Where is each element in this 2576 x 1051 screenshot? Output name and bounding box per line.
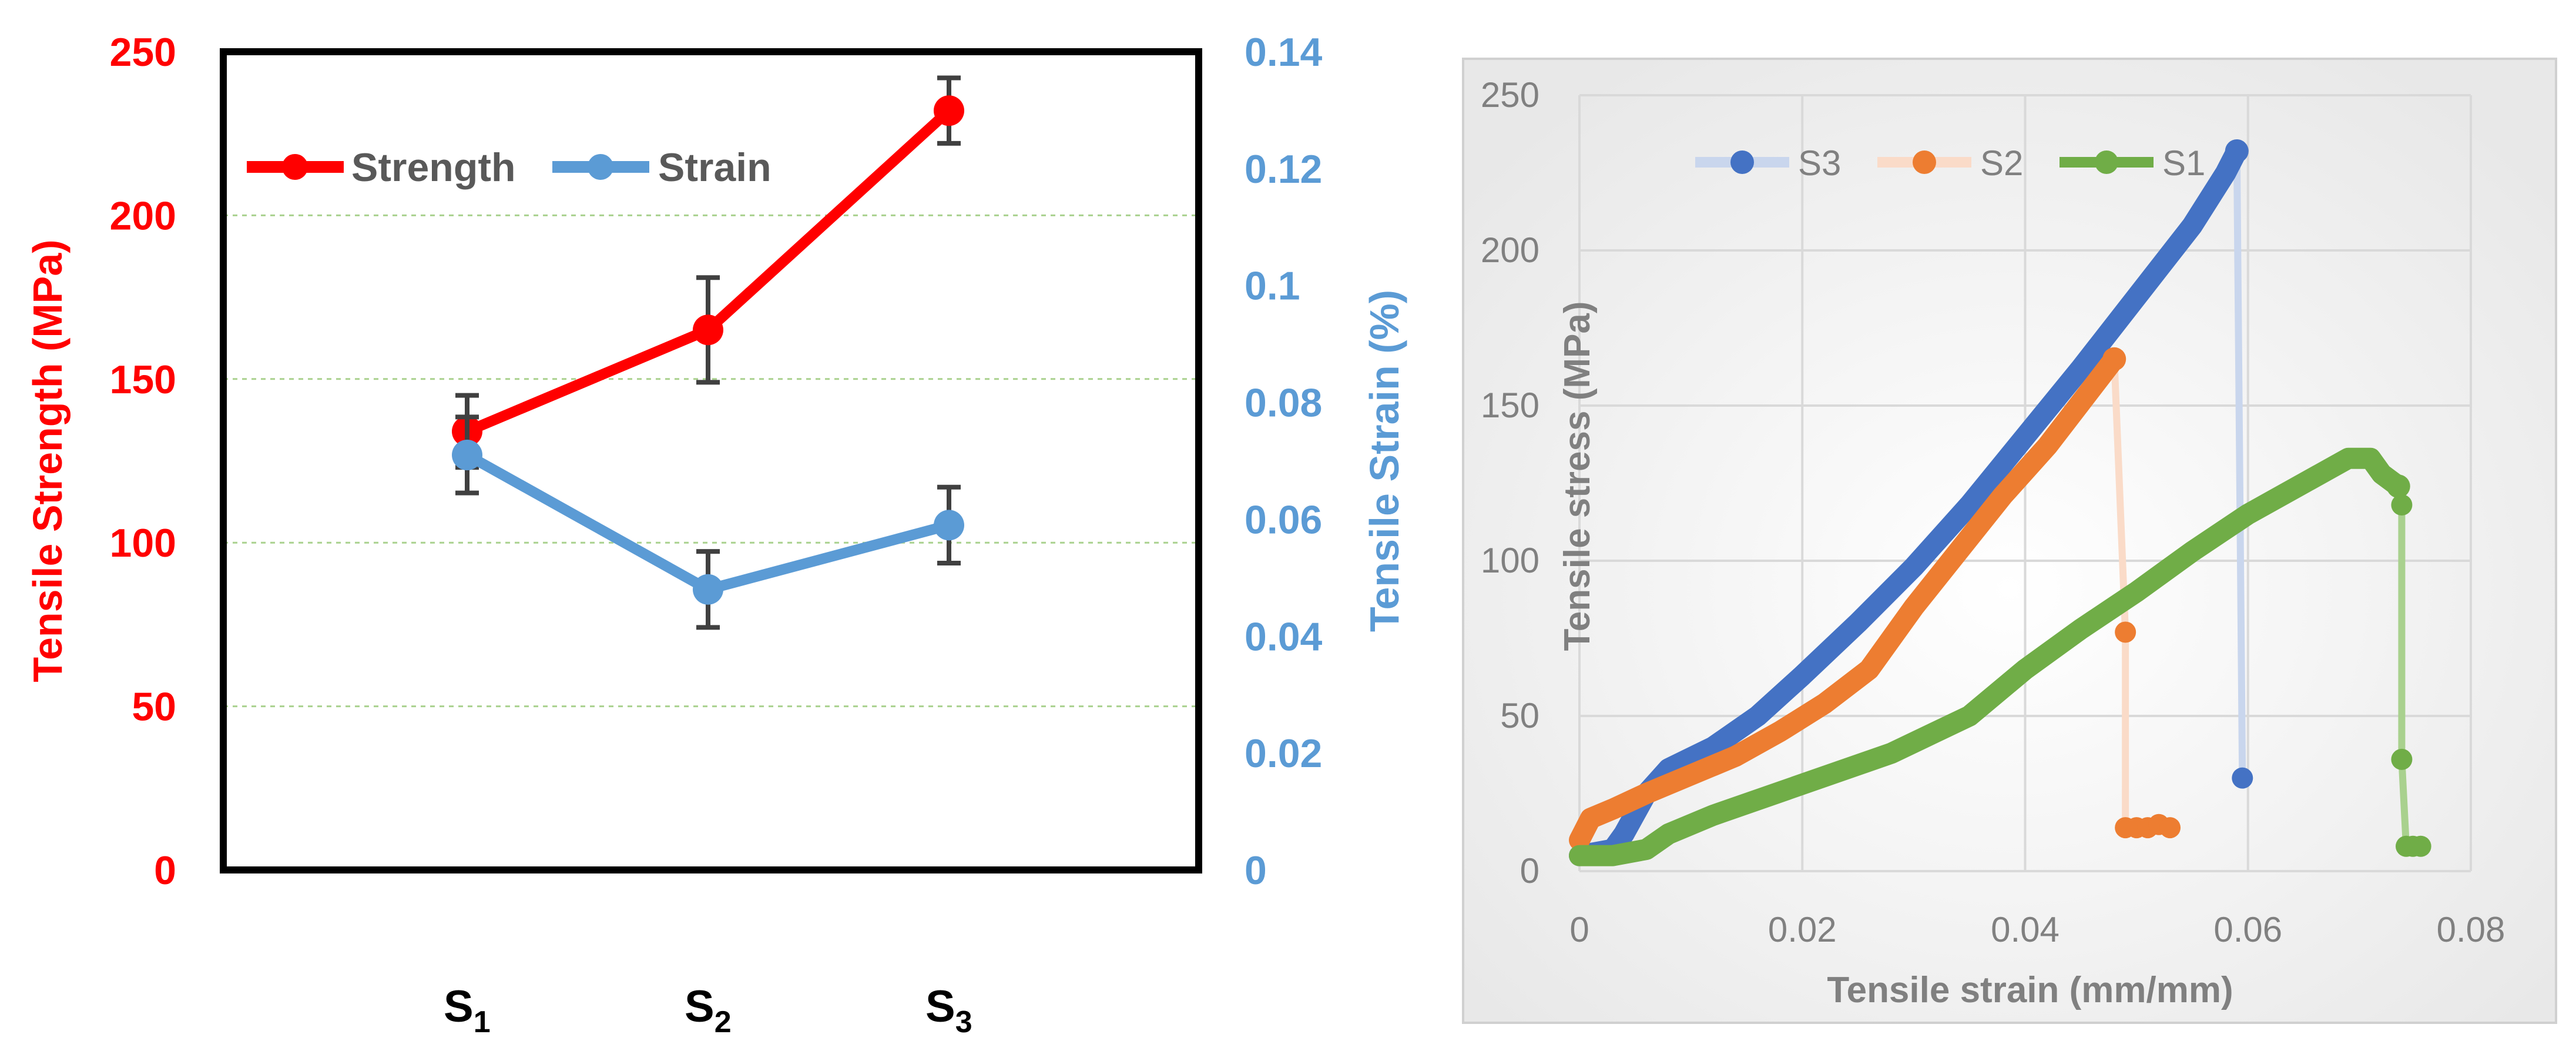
x-tick-label: 0.04 (1991, 910, 2060, 949)
left-y-tick-label: 0 (154, 848, 176, 893)
right-y-tick-label: 0.08 (1245, 381, 1322, 426)
data-point-s1 (2391, 494, 2413, 516)
left-y-axis-label: Tensile Strength (MPa) (25, 239, 71, 682)
plot-frame (220, 48, 1202, 873)
legend-label-strain: Strain (658, 145, 772, 190)
y-tick-label: 50 (1500, 696, 1539, 735)
legend-item-strain: Strain (552, 145, 772, 190)
y-tick-label: 0 (1520, 851, 1539, 891)
data-point-s3 (2232, 767, 2253, 789)
right-y-tick-label: 0.14 (1245, 30, 1323, 75)
legend: S3 S2 S1 (1695, 143, 2205, 183)
right-y-tick-label: 0.06 (1245, 497, 1322, 542)
left-y-tick-label: 200 (110, 193, 176, 238)
fracture-line-s3 (2233, 150, 2246, 778)
legend-marker-s2 (1913, 150, 1936, 174)
series-line-s2 (1569, 348, 2125, 851)
y-tick-label: 200 (1481, 230, 1539, 270)
legend-item-s1: S1 (2060, 143, 2205, 183)
right-y-tick-label: 0.02 (1245, 731, 1322, 776)
left-y-tick-label: 50 (132, 685, 176, 729)
legend-marker-strength (282, 154, 308, 180)
legend-marker-strain (588, 154, 613, 180)
data-point-s1 (2410, 835, 2431, 857)
legend: Strength Strain (247, 145, 772, 190)
right-y-tick-label: 0.1 (1245, 264, 1300, 309)
data-point-strength (934, 95, 964, 126)
data-point-strain (934, 510, 964, 541)
right-y-tick-label: 0.12 (1245, 147, 1322, 192)
chart-area-background (1462, 58, 2557, 1024)
legend-label-s3: S3 (1798, 143, 1841, 183)
x-axis-title: Tensile strain (mm/mm) (1827, 970, 2233, 1010)
x-tick-label: 0.02 (1768, 910, 1837, 949)
data-point-s2 (2102, 347, 2126, 371)
data-point-s2 (2115, 621, 2136, 643)
legend-label-s1: S1 (2162, 143, 2205, 183)
category-label: S1 (444, 982, 491, 1039)
legend-label-s2: S2 (1980, 143, 2023, 183)
legend-label-strength: Strength (351, 145, 516, 190)
stress-strain-chart: 0 0.02 0.04 0.06 0.08 0 50 100 150 200 250 Tensil… (1462, 58, 2557, 1024)
data-point-s1 (2391, 748, 2413, 770)
y-tick-label: 100 (1481, 541, 1539, 580)
right-y-axis-label: Tensile Strain (%) (1361, 290, 1407, 632)
right-y-tick-label: 0.04 (1245, 614, 1323, 659)
y-axis-title: Tensile stress (MPa) (1557, 302, 1598, 651)
legend-item-s2: S2 (1877, 143, 2023, 183)
x-tick-label: 0.06 (2213, 910, 2282, 949)
y-tick-label: 150 (1481, 386, 1539, 425)
left-y-tick-label: 100 (110, 521, 176, 565)
legend-marker-s1 (2095, 150, 2118, 174)
right-y-tick-label: 0 (1245, 848, 1267, 893)
series-line-s1 (1569, 447, 2409, 866)
data-point-strain (693, 574, 723, 605)
data-point-strain (452, 440, 482, 471)
left-y-tick-label: 250 (110, 30, 176, 75)
data-point-s3 (2225, 139, 2249, 163)
y-tick-label: 250 (1481, 75, 1539, 115)
x-tick-label: 0.08 (2437, 910, 2505, 949)
legend-marker-s3 (1730, 150, 1754, 174)
category-label: S2 (685, 982, 732, 1039)
strength-strain-chart: 0 50 100 150 200 250 0 0.02 0.04 0.06 0.08 0.1 0.12… (25, 30, 1407, 1039)
left-y-tick-label: 150 (110, 357, 176, 402)
data-point-strength (693, 314, 723, 346)
legend-item-strength: Strength (247, 145, 516, 190)
legend-item-s3: S3 (1695, 143, 1841, 183)
data-point-s2 (2159, 817, 2181, 839)
category-label: S3 (925, 982, 972, 1039)
x-tick-label: 0 (1569, 910, 1589, 949)
data-point-s1 (2386, 474, 2410, 498)
